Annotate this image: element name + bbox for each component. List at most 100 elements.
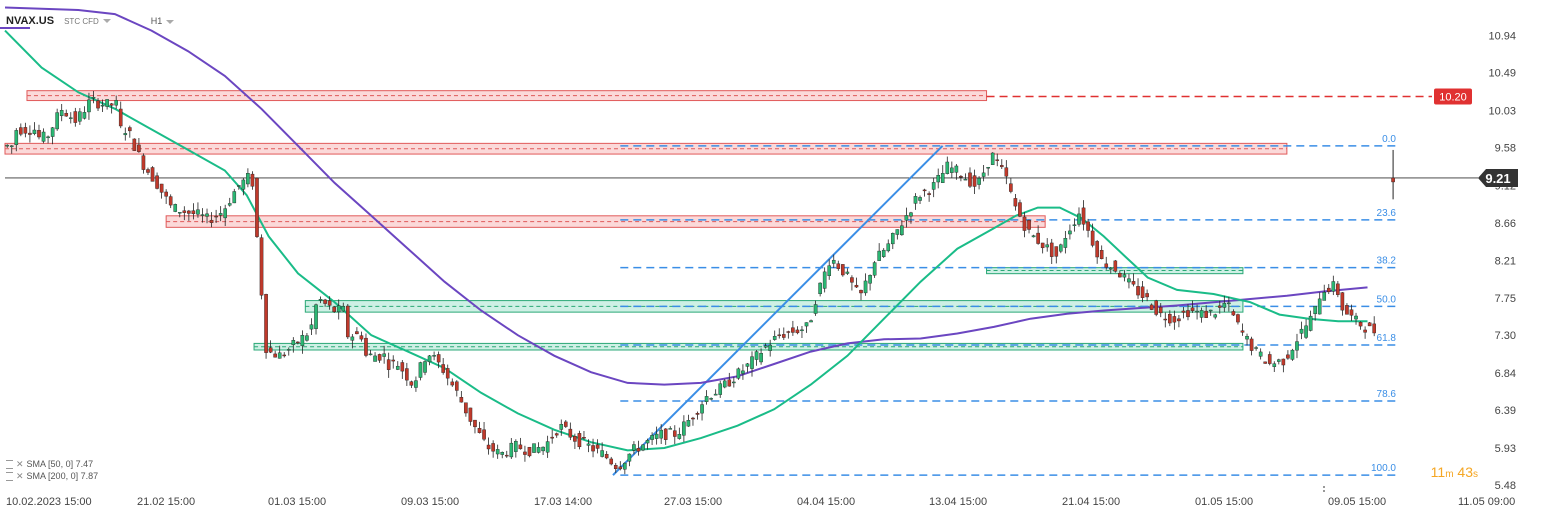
bear-candle xyxy=(850,277,854,283)
bull-candle xyxy=(736,368,741,379)
bull-candle xyxy=(32,129,37,134)
bull-candle xyxy=(868,274,872,284)
bear-candle xyxy=(582,437,586,439)
bull-candle xyxy=(55,112,59,130)
bear-candle xyxy=(209,219,214,223)
bear-candle xyxy=(282,354,287,357)
bull-candle xyxy=(845,271,850,274)
bear-candle xyxy=(400,362,405,372)
bull-candle xyxy=(895,229,900,235)
timeframe-selector[interactable]: H1 xyxy=(151,16,175,26)
bear-candle xyxy=(132,138,137,151)
bear-candle xyxy=(359,335,364,340)
bear-candle xyxy=(1345,305,1349,315)
bull-candle xyxy=(1122,274,1127,278)
fib-level-label: 38.2 xyxy=(1377,256,1397,267)
x-axis-tick-label: 10.02.2023 15:00 xyxy=(6,496,92,508)
chevron-down-icon[interactable] xyxy=(166,19,175,24)
bull-candle xyxy=(1108,267,1113,270)
bear-candle xyxy=(568,428,573,438)
bull-candle xyxy=(718,383,723,395)
resistance-zone xyxy=(165,215,1046,228)
bear-candle xyxy=(1131,281,1136,285)
y-axis-tick-label: 7.30 xyxy=(1495,330,1516,342)
bull-candle xyxy=(600,450,604,457)
bear-candle xyxy=(1018,202,1022,217)
bull-candle xyxy=(1208,309,1213,312)
bear-candle xyxy=(468,407,473,422)
bull-candle xyxy=(659,429,663,439)
bull-candle xyxy=(1254,347,1258,349)
bear-candle xyxy=(323,299,327,304)
bear-candle xyxy=(214,215,218,218)
close-icon[interactable]: ✕ xyxy=(16,459,24,469)
bull-candle xyxy=(232,191,237,204)
header-underline xyxy=(0,27,30,29)
bull-candle xyxy=(763,345,768,348)
x-axis-tick-label: 17.03 14:00 xyxy=(534,496,592,508)
bear-candle xyxy=(781,334,786,338)
bear-candle xyxy=(1022,216,1027,231)
legend-row-sma200[interactable]: ✕ SMA [200, 0] 7.87 xyxy=(6,470,98,482)
bull-candle xyxy=(1290,349,1295,360)
menu-icon[interactable] xyxy=(6,471,13,481)
bull-candle xyxy=(286,349,291,351)
bull-candle xyxy=(314,304,318,329)
bull-candle xyxy=(91,97,96,99)
instrument-type[interactable]: STC CFD xyxy=(64,17,111,26)
bear-candle xyxy=(1172,316,1177,323)
bear-candle xyxy=(155,175,159,189)
x-axis-tick-label: 04.04 15:00 xyxy=(797,496,855,508)
bear-candle xyxy=(1372,323,1376,334)
symbol-name[interactable]: NVAX.US xyxy=(6,15,55,27)
key-level-tag xyxy=(1434,88,1472,105)
bear-candle xyxy=(727,379,732,387)
bull-candle xyxy=(1277,359,1281,362)
bear-candle xyxy=(441,364,445,373)
bull-candle xyxy=(722,380,727,388)
bull-candle xyxy=(1295,341,1299,351)
countdown-minutes-unit: m xyxy=(1445,469,1454,480)
bear-candle xyxy=(118,108,123,127)
x-axis-tick-label: 01.05 15:00 xyxy=(1195,496,1253,508)
bear-candle xyxy=(141,155,146,170)
bull-candle xyxy=(700,404,704,414)
y-axis-tick-label: 5.93 xyxy=(1495,443,1516,455)
bear-candle xyxy=(527,446,532,457)
bear-candle xyxy=(1027,220,1031,230)
bear-candle xyxy=(1340,292,1345,311)
bear-candle xyxy=(795,329,800,334)
y-axis-tick-label: 10.03 xyxy=(1488,105,1516,117)
bear-candle xyxy=(1104,263,1109,268)
bull-candle xyxy=(218,213,223,216)
legend-row-sma50[interactable]: ✕ SMA [50, 0] 7.47 xyxy=(6,458,98,470)
menu-icon[interactable] xyxy=(6,459,13,469)
bear-candle xyxy=(927,193,931,195)
chevron-down-icon[interactable] xyxy=(102,19,111,24)
bull-candle xyxy=(177,212,182,214)
bear-candle xyxy=(1236,314,1240,323)
bull-candle xyxy=(427,355,432,363)
bull-candle xyxy=(514,441,518,452)
bear-candle xyxy=(1004,167,1009,177)
bear-candle xyxy=(364,337,368,356)
bear-candle xyxy=(255,177,259,237)
bear-candle xyxy=(259,237,264,296)
bear-candle xyxy=(1267,354,1272,364)
close-icon[interactable]: ✕ xyxy=(16,471,24,481)
bear-candle xyxy=(1099,250,1104,260)
bear-candle xyxy=(663,428,668,440)
bear-candle xyxy=(1358,321,1363,327)
bull-candle xyxy=(196,209,200,215)
bull-candle xyxy=(536,447,541,453)
x-axis-tick-label: 11.05 09:00 xyxy=(1458,496,1515,508)
bull-candle xyxy=(495,449,500,455)
bull-candle xyxy=(872,262,877,276)
bear-candle xyxy=(1263,361,1267,364)
bear-candle xyxy=(609,458,614,465)
bull-candle xyxy=(886,243,891,252)
legend-sma50-label: SMA [50, 0] 7.47 xyxy=(26,459,94,469)
bear-candle xyxy=(1249,338,1254,351)
